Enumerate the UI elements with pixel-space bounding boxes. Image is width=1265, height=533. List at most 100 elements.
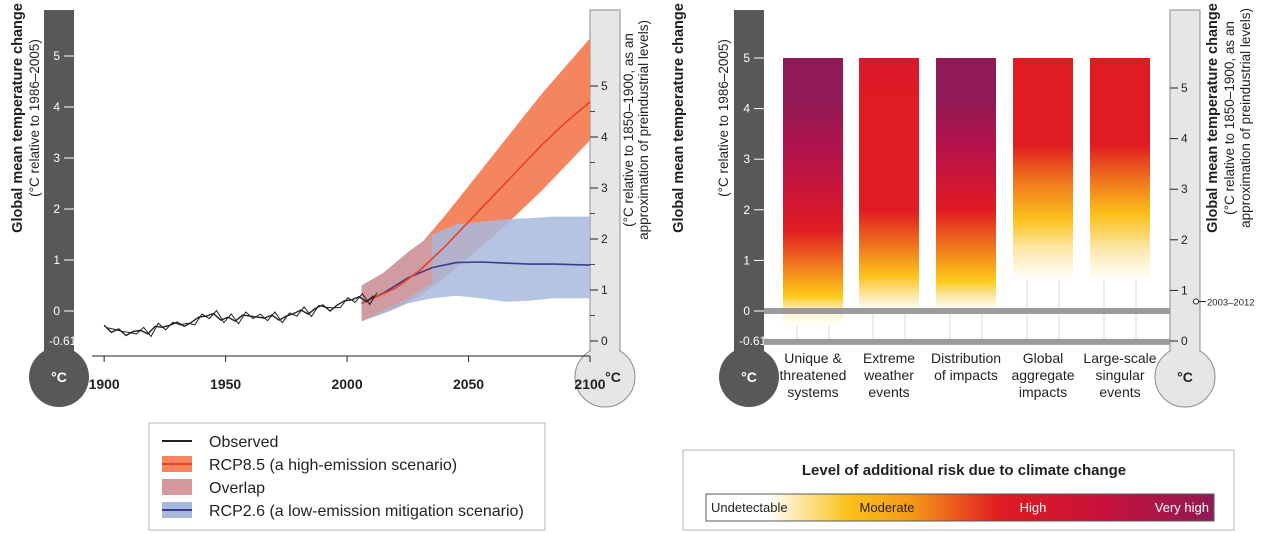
right-axis-ticks-2: 0 1 2 3 4 5 bbox=[1170, 81, 1188, 348]
right-tick-label-2: 2 bbox=[1181, 233, 1188, 247]
risk-legend-title: Level of additional risk due to climate … bbox=[802, 462, 1126, 479]
legend-swatch-overlap bbox=[162, 479, 192, 495]
category-label: weather bbox=[863, 367, 914, 383]
left-tick-label-2: 1 bbox=[743, 253, 750, 267]
left-tick-label: 4 bbox=[53, 100, 60, 114]
left-tick-label-2: 5 bbox=[743, 51, 750, 65]
overlap-band bbox=[361, 234, 433, 322]
left-degc-label-2: °C bbox=[741, 369, 757, 385]
line-legend: Observed RCP8.5 (a high-emission scenario… bbox=[148, 422, 546, 531]
risk-bar bbox=[859, 58, 919, 311]
risk-categories: Unique &threatenedsystemsExtremeweathere… bbox=[780, 350, 1157, 400]
observed-line-alt bbox=[107, 292, 378, 338]
x-tick-label: 1950 bbox=[210, 376, 241, 392]
risk-bar bbox=[783, 58, 843, 327]
left-axis-subtitle: (°C relative to 1986–2005) bbox=[27, 39, 42, 197]
left-degc-label: °C bbox=[51, 369, 67, 385]
category-label: singular bbox=[1095, 367, 1144, 383]
zero-reference-bar bbox=[764, 308, 1170, 314]
right-tick-label-2: 1 bbox=[1181, 283, 1188, 297]
rcp85-line bbox=[361, 101, 591, 305]
left-tick-label-2: 2 bbox=[743, 203, 750, 217]
left-tick-label: 1 bbox=[53, 253, 60, 267]
category-label: Unique & bbox=[784, 350, 842, 366]
risk-bar bbox=[1013, 58, 1073, 281]
right-axis-ticks: 0 1 2 3 4 5 bbox=[590, 79, 608, 348]
x-tick-label: 2100 bbox=[574, 376, 605, 392]
risk-label-moderate: Moderate bbox=[860, 500, 915, 515]
right-tick-label-2: 5 bbox=[1181, 81, 1188, 95]
right-tick-label-2: 4 bbox=[1181, 132, 1188, 146]
right-chart: °C °C 0 1 2 3 4 5 0 1 2 3 4 5 -0.61 Global mean te… bbox=[671, 3, 1255, 408]
left-baseline-label-2: -0.61 bbox=[739, 334, 767, 348]
category-label: Distribution bbox=[931, 350, 1001, 366]
rcp26-band bbox=[361, 216, 590, 322]
right-tick-label: 4 bbox=[601, 130, 608, 144]
category-label: Global bbox=[1023, 350, 1063, 366]
right-tick-label-2: 0 bbox=[1181, 334, 1188, 348]
risk-gradient-bar bbox=[705, 493, 1215, 522]
annotation-marker bbox=[1193, 298, 1199, 305]
right-tick-label: 0 bbox=[601, 334, 608, 348]
annotation-label: 2003–2012 bbox=[1207, 298, 1255, 309]
right-tick-label: 3 bbox=[601, 181, 608, 195]
left-tick-label-2: 0 bbox=[743, 304, 750, 318]
right-tick-label: 2 bbox=[601, 232, 608, 246]
observed-line bbox=[103, 295, 375, 337]
left-baseline-label: -0.61 bbox=[49, 334, 77, 348]
legend-label: Observed bbox=[209, 434, 278, 451]
category-label: of impacts bbox=[934, 367, 998, 383]
right-tick-label: 1 bbox=[601, 283, 608, 297]
left-chart: °C °C 0 1 2 3 4 5 0 1 2 3 4 5 -0.61 Global mean te… bbox=[10, 3, 651, 408]
x-tick-label: 2000 bbox=[331, 376, 362, 392]
category-label: events bbox=[868, 384, 909, 400]
risk-bar bbox=[936, 58, 996, 311]
category-label: Large-scale bbox=[1083, 350, 1156, 366]
left-axis-title: Global mean temperature change bbox=[10, 3, 26, 233]
category-label: threatened bbox=[780, 367, 847, 383]
period-annotation: 2003–2012 bbox=[1193, 298, 1255, 309]
right-degc-label: °C bbox=[605, 369, 621, 385]
risk-label-high: High bbox=[1020, 500, 1047, 515]
legend-label: Overlap bbox=[209, 480, 265, 497]
left-axis-title-2: Global mean temperature change bbox=[671, 3, 687, 233]
left-thermometer-dark-2: °C bbox=[719, 10, 779, 407]
right-axis-subtitle-2: approximation of preindustrial levels) bbox=[636, 20, 651, 240]
risk-label-undetectable: Undetectable bbox=[711, 500, 788, 515]
right-axis-subtitle-2b: approximation of preindustrial levels) bbox=[1238, 8, 1253, 228]
left-axis-subtitle-2: (°C relative to 1986–2005) bbox=[716, 39, 731, 197]
right-tick-label-2: 3 bbox=[1181, 182, 1188, 196]
left-tick-label-2: 3 bbox=[743, 152, 750, 166]
category-label: systems bbox=[787, 384, 838, 400]
left-tick-label: 3 bbox=[53, 151, 60, 165]
right-thermometer-light-2: °C bbox=[1154, 9, 1216, 408]
x-tick-label: 2050 bbox=[453, 376, 484, 392]
baseline-reference-bar bbox=[764, 338, 1170, 345]
legend-label: RCP8.5 (a high-emission scenario) bbox=[209, 457, 457, 474]
category-label: Extreme bbox=[863, 350, 915, 366]
right-axis-title-2: Global mean temperature change bbox=[1205, 3, 1221, 233]
left-thermometer-dark: °C bbox=[29, 10, 89, 407]
x-axis-ticks: 1900 1950 2000 2050 2100 bbox=[89, 356, 606, 392]
right-tick-label: 5 bbox=[601, 79, 608, 93]
left-axis-ticks-2: 0 1 2 3 4 5 bbox=[743, 51, 764, 318]
right-degc-label-2: °C bbox=[1177, 369, 1193, 385]
left-axis-ticks: 0 1 2 3 4 5 bbox=[53, 49, 74, 318]
left-tick-label: 2 bbox=[53, 202, 60, 216]
right-axis-subtitle-2a: (°C relative to 1850–1900, as an bbox=[1222, 21, 1237, 215]
right-axis-subtitle-1: (°C relative to 1850–1900, as an bbox=[621, 33, 636, 227]
risk-bars bbox=[764, 58, 1170, 345]
risk-legend: Level of additional risk due to climate … bbox=[682, 449, 1235, 531]
category-label: aggregate bbox=[1011, 367, 1074, 383]
left-tick-label: 5 bbox=[53, 49, 60, 63]
line-plot-area bbox=[103, 38, 591, 338]
risk-label-very-high: Very high bbox=[1155, 500, 1209, 515]
x-tick-label: 1900 bbox=[89, 376, 120, 392]
left-tick-label: 0 bbox=[53, 304, 60, 318]
category-label: impacts bbox=[1019, 384, 1067, 400]
category-label: events bbox=[1099, 384, 1140, 400]
legend-label: RCP2.6 (a low-emission mitigation scenar… bbox=[209, 503, 524, 520]
left-tick-label-2: 4 bbox=[743, 102, 750, 116]
risk-bar bbox=[1090, 58, 1150, 281]
